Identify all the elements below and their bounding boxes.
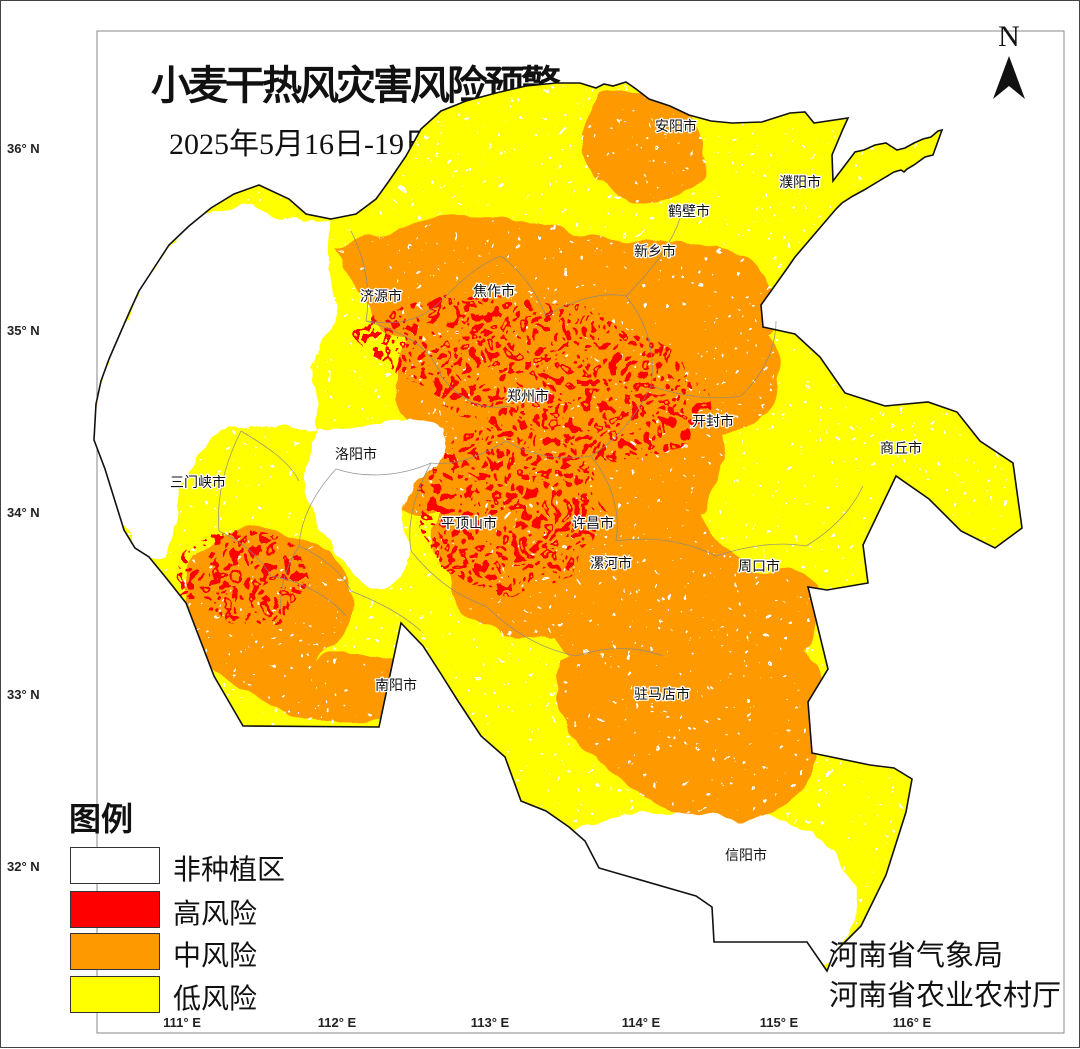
svg-text:信阳市: 信阳市 [725, 847, 767, 863]
svg-text:许昌市: 许昌市 [572, 515, 614, 531]
svg-text:商丘市: 商丘市 [880, 440, 922, 456]
svg-text:周口市: 周口市 [738, 558, 780, 574]
svg-text:鹤壁市: 鹤壁市 [668, 203, 710, 219]
svg-text:N: N [998, 20, 1020, 53]
svg-text:安阳市: 安阳市 [655, 118, 697, 134]
svg-text:三门峡市: 三门峡市 [170, 474, 226, 490]
svg-text:驻马店市: 驻马店市 [634, 686, 690, 702]
svg-text:焦作市: 焦作市 [473, 283, 515, 299]
svg-text:济源市: 济源市 [360, 288, 402, 304]
svg-text:新乡市: 新乡市 [634, 243, 676, 259]
svg-text:开封市: 开封市 [692, 413, 734, 429]
svg-text:南阳市: 南阳市 [375, 677, 417, 693]
svg-text:郑州市: 郑州市 [507, 388, 549, 404]
svg-text:洛阳市: 洛阳市 [335, 446, 377, 462]
svg-text:濮阳市: 濮阳市 [779, 174, 821, 190]
svg-text:漯河市: 漯河市 [590, 555, 632, 571]
svg-text:平顶山市: 平顶山市 [441, 515, 497, 531]
